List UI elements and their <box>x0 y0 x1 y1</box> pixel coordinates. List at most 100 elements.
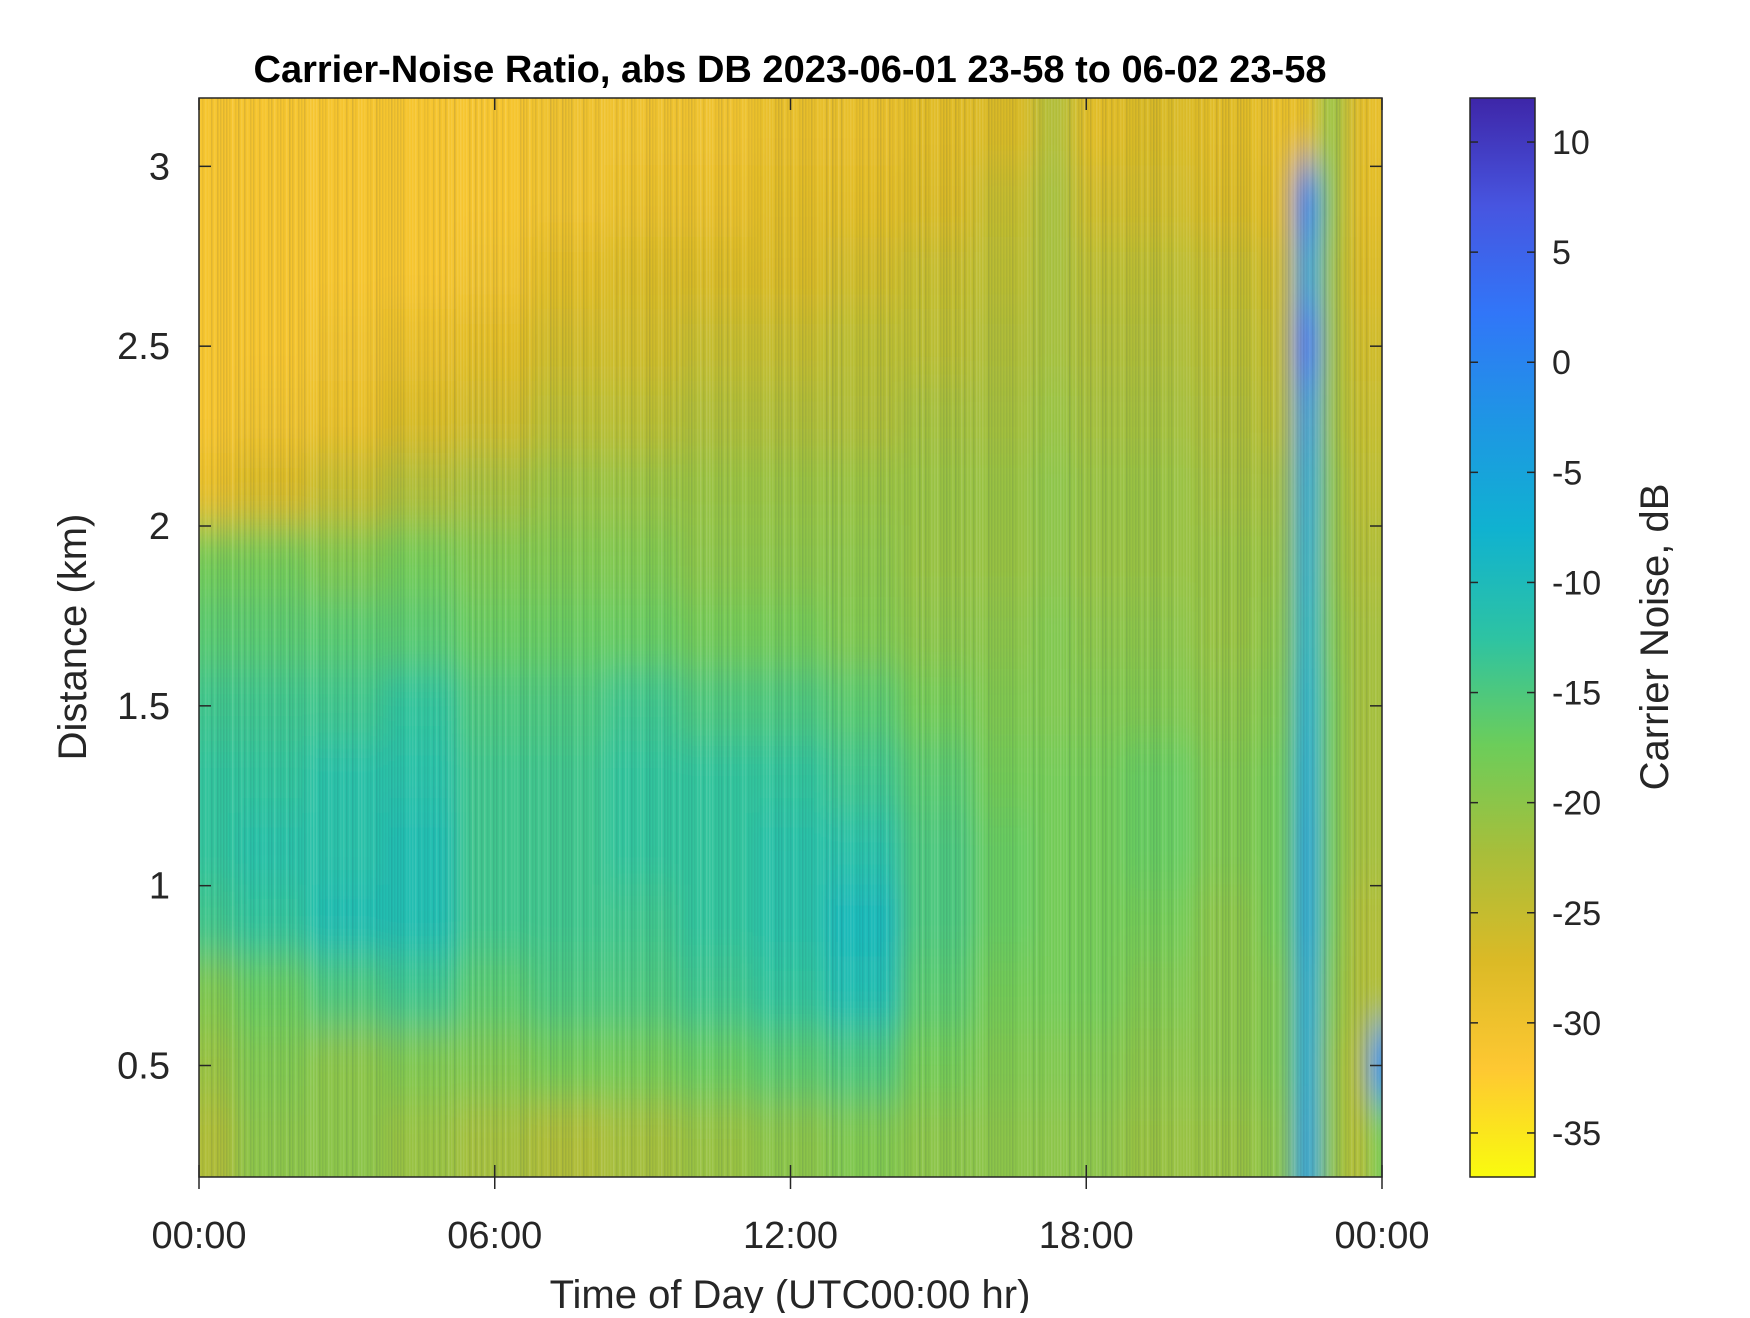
heatmap-cell <box>382 237 459 312</box>
texture-streak <box>985 98 987 1177</box>
heatmap-cell <box>1072 165 1125 240</box>
texture-streak <box>1057 98 1059 1177</box>
colorbar-tick-label: 10 <box>1552 124 1590 162</box>
texture-streak <box>1354 98 1356 1177</box>
texture-streak <box>487 98 489 1177</box>
texture-streak <box>517 98 519 1177</box>
heatmap-cell <box>1257 165 1297 240</box>
texture-streak <box>553 98 555 1177</box>
texture-streak <box>1294 98 1296 1177</box>
heatmap-cell <box>1035 525 1075 599</box>
texture-streak <box>1264 98 1266 1177</box>
heatmap-cell <box>826 525 903 599</box>
heatmap-cell <box>1319 596 1347 671</box>
texture-streak <box>1369 98 1371 1177</box>
texture-streak <box>433 98 435 1177</box>
heatmap-cell <box>1072 596 1125 671</box>
texture-streak <box>490 98 492 1177</box>
colorbar-axis: 10 5 0 -5 -10 -15 -20 -25 -30 -35 <box>1470 124 1601 1153</box>
heatmap-cell <box>752 668 829 743</box>
heatmap-cell <box>308 309 385 384</box>
texture-streak <box>1240 98 1242 1177</box>
texture-streak <box>754 98 756 1177</box>
texture-streak <box>289 98 291 1177</box>
texture-streak <box>583 98 585 1177</box>
texture-streak <box>808 98 810 1177</box>
heatmap-cell <box>308 381 385 456</box>
texture-streak <box>499 98 501 1177</box>
heatmap-cell <box>1196 1100 1260 1177</box>
heatmap-cell <box>974 956 1038 1031</box>
heatmap-cell <box>1196 237 1260 312</box>
heatmap-cell <box>308 98 385 168</box>
texture-streak <box>1090 98 1092 1177</box>
heatmap-cell <box>1035 740 1075 815</box>
texture-streak <box>1027 98 1029 1177</box>
texture-streak <box>1225 98 1227 1177</box>
texture-streak <box>1327 98 1329 1177</box>
texture-streak <box>1180 98 1182 1177</box>
texture-streak <box>1051 98 1053 1177</box>
texture-streak <box>484 98 486 1177</box>
texture-streak <box>769 98 771 1177</box>
heatmap-cell <box>1122 812 1199 887</box>
heatmap-cell <box>308 812 385 887</box>
texture-streak <box>907 98 909 1177</box>
texture-streak <box>367 98 369 1177</box>
heatmap-cell <box>1122 1028 1199 1103</box>
heatmap-cell <box>604 165 681 240</box>
texture-streak <box>922 98 924 1177</box>
texture-streak <box>319 98 321 1177</box>
texture-streak <box>469 98 471 1177</box>
texture-streak <box>682 98 684 1177</box>
texture-streak <box>1378 98 1380 1177</box>
heatmap-cell <box>1072 98 1125 168</box>
heatmap-cell <box>1294 381 1322 456</box>
texture-streak <box>571 98 573 1177</box>
texture-streak <box>1288 98 1290 1177</box>
texture-streak <box>604 98 606 1177</box>
texture-streak <box>205 98 207 1177</box>
heatmap-cell <box>382 956 459 1031</box>
texture-streak <box>1261 98 1263 1177</box>
heatmap-cell <box>974 1100 1038 1177</box>
texture-streak <box>892 98 894 1177</box>
texture-streak <box>1315 98 1317 1177</box>
heatmap-cell <box>456 237 533 312</box>
texture-streak <box>898 98 900 1177</box>
heatmap-cell <box>1319 381 1347 456</box>
heatmap-cell <box>530 596 607 671</box>
texture-streak <box>1048 98 1050 1177</box>
heatmap-cell <box>1319 453 1347 528</box>
texture-streak <box>1153 98 1155 1177</box>
y-axis-label: Distance (km) <box>51 514 95 761</box>
texture-streak <box>1234 98 1236 1177</box>
heatmap-cell <box>604 596 681 671</box>
heatmap-cell <box>1344 309 1371 384</box>
texture-streak <box>280 98 282 1177</box>
texture-streak <box>736 98 738 1177</box>
texture-streak <box>1285 98 1287 1177</box>
heatmap-cell <box>530 237 607 312</box>
texture-streak <box>910 98 912 1177</box>
texture-streak <box>1210 98 1212 1177</box>
texture-streak <box>1120 98 1122 1177</box>
heatmap-cell <box>1122 956 1199 1031</box>
heatmap-cell <box>1196 596 1260 671</box>
heatmap-cell <box>1035 309 1075 384</box>
heatmap-cell <box>308 237 385 312</box>
texture-streak <box>457 98 459 1177</box>
heatmap-cell <box>678 165 755 240</box>
heatmap-plot <box>199 98 1382 1177</box>
texture-streak <box>1030 98 1032 1177</box>
texture-streak <box>565 98 567 1177</box>
texture-streak <box>271 98 273 1177</box>
texture-streak <box>610 98 612 1177</box>
texture-streak <box>550 98 552 1177</box>
texture-streak <box>301 98 303 1177</box>
heatmap-cell <box>308 596 385 671</box>
heatmap-cell <box>826 381 903 456</box>
texture-streak <box>643 98 645 1177</box>
heatmap-cell <box>456 596 533 671</box>
texture-streak <box>748 98 750 1177</box>
